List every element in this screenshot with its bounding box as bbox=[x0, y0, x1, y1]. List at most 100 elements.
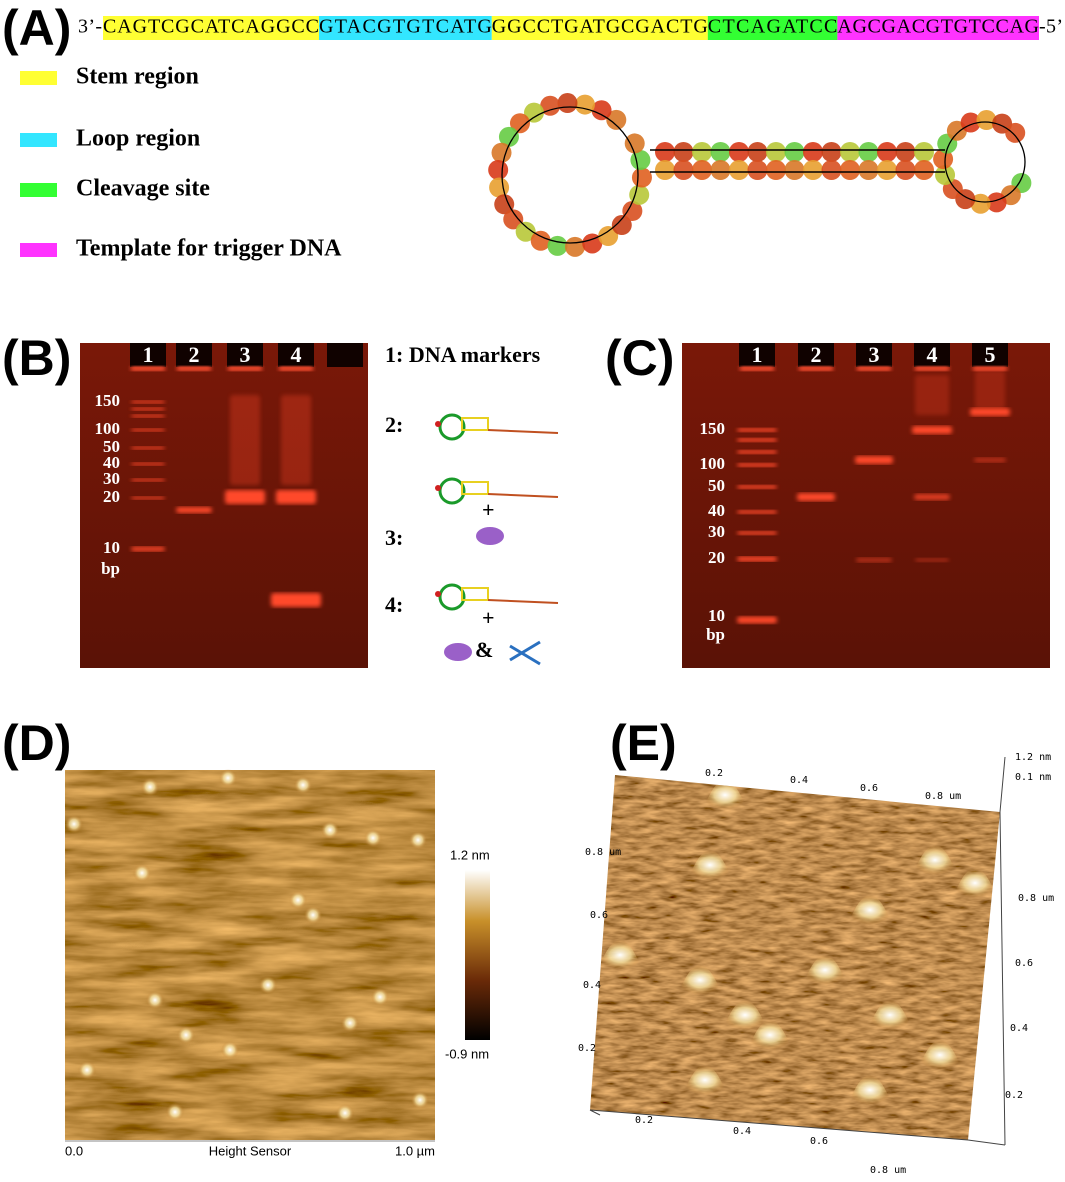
afm-particle bbox=[259, 976, 277, 994]
lane-label: 1 bbox=[752, 342, 763, 367]
gel-band bbox=[737, 450, 777, 454]
nucleotide bbox=[976, 110, 997, 131]
nucleotide bbox=[530, 230, 551, 251]
sequence-highlight bbox=[319, 16, 492, 40]
nucleotide bbox=[986, 192, 1007, 213]
afm-image bbox=[65, 770, 435, 1140]
gel-band bbox=[131, 446, 165, 450]
afm-particle bbox=[221, 1041, 239, 1059]
marker-label: 150 bbox=[95, 391, 121, 410]
hairpin-icon bbox=[461, 417, 489, 431]
gel-band bbox=[915, 375, 949, 415]
nucleotide bbox=[970, 193, 991, 214]
sequence-highlight bbox=[707, 16, 838, 40]
panel-label: (B) bbox=[2, 330, 71, 386]
sequence-segment: CTCAGATCC bbox=[708, 16, 838, 38]
nucleotide bbox=[524, 102, 544, 123]
lane-label: 2 bbox=[811, 342, 822, 367]
gel-band bbox=[131, 462, 165, 466]
nucleotide bbox=[515, 221, 536, 242]
well-band bbox=[799, 366, 833, 371]
axis-label: 0.6 bbox=[590, 910, 608, 921]
afm-particle bbox=[177, 1026, 195, 1044]
colorbar-label: -0.9 nm bbox=[445, 1046, 489, 1061]
sequence-end: -5’ bbox=[1039, 16, 1063, 38]
gel-band bbox=[737, 510, 777, 514]
nucleotide bbox=[858, 160, 879, 180]
hairpin-icon bbox=[461, 587, 489, 601]
axis-label: 0.8 um bbox=[925, 791, 961, 802]
marker-label: 10 bbox=[103, 538, 120, 557]
nucleotide bbox=[557, 93, 578, 114]
axis-box bbox=[589, 756, 1006, 1146]
afm-particle bbox=[219, 769, 237, 787]
nucleotide bbox=[747, 142, 768, 162]
lane-label: 3 bbox=[240, 342, 251, 367]
sequence-segment: AGCGACGTGTCCAG bbox=[837, 16, 1039, 38]
gel-band bbox=[176, 507, 212, 513]
gel-band bbox=[855, 456, 893, 464]
z-label: 0.1 nm bbox=[1015, 772, 1051, 783]
gel-band bbox=[915, 558, 949, 562]
afm-peak bbox=[848, 895, 892, 925]
afm-peak bbox=[913, 845, 957, 875]
nucleotide bbox=[540, 95, 561, 116]
nucleotide bbox=[488, 159, 509, 180]
marker-label: 40 bbox=[708, 501, 725, 520]
afm-particle bbox=[364, 829, 382, 847]
legend-label: Cleavage site bbox=[76, 176, 210, 202]
hairpin-icon bbox=[435, 485, 441, 491]
colorbar-label: 1.2 nm bbox=[450, 847, 490, 862]
nucleotide bbox=[673, 142, 694, 162]
nucleotide bbox=[655, 142, 675, 162]
hairpin-icon bbox=[438, 583, 466, 611]
marker-label: bp bbox=[101, 559, 120, 578]
gel-well bbox=[130, 343, 166, 367]
panel-label: (D) bbox=[2, 715, 71, 771]
marker-label: 20 bbox=[103, 487, 120, 506]
axis-label: 1.0 µm bbox=[395, 1143, 435, 1158]
axis-label: 0.4 bbox=[790, 775, 808, 786]
nucleotide bbox=[574, 94, 595, 115]
afm-surface bbox=[590, 775, 1000, 1140]
well-band bbox=[973, 366, 1007, 371]
nucleotide bbox=[784, 142, 805, 162]
nucleotide bbox=[598, 226, 619, 247]
afm-particle bbox=[78, 1061, 96, 1079]
nucleotide bbox=[582, 233, 603, 254]
nucleotide bbox=[494, 194, 515, 215]
nucleotide bbox=[509, 113, 530, 134]
nucleotide bbox=[710, 160, 731, 180]
axis-label: 0.0 bbox=[65, 1143, 83, 1158]
panel-label: (C) bbox=[605, 330, 674, 386]
axis-title: Height Sensor bbox=[209, 1143, 292, 1158]
gel-band bbox=[230, 395, 260, 485]
nucleotide bbox=[491, 142, 512, 163]
key-label: 1: DNA markers bbox=[385, 342, 541, 367]
hairpin-icon bbox=[461, 481, 489, 495]
marker-label: 20 bbox=[708, 548, 725, 567]
nucleotide bbox=[747, 160, 768, 180]
sequence-segment: CAGTCGCATCAGGCC bbox=[103, 16, 319, 38]
gel-band bbox=[131, 546, 165, 552]
axis-label: 0.8 um bbox=[585, 847, 621, 858]
marker-label: 50 bbox=[103, 437, 120, 456]
sequence-highlight bbox=[837, 16, 1039, 40]
nucleotide bbox=[565, 236, 586, 257]
gel-well bbox=[798, 343, 834, 367]
colorbar bbox=[465, 870, 490, 1040]
afm-particle bbox=[65, 815, 83, 833]
nucleotide bbox=[803, 142, 823, 162]
lane-label: 5 bbox=[985, 342, 996, 367]
axis-label: 0.4 bbox=[583, 980, 601, 991]
nucleotide bbox=[933, 149, 954, 170]
sequence-segment: GTACGTGTCATG bbox=[319, 16, 492, 38]
gel-band bbox=[131, 478, 165, 482]
afm-particle bbox=[166, 1103, 184, 1121]
afm-particle bbox=[409, 831, 427, 849]
gel-band bbox=[271, 593, 321, 607]
gel-well bbox=[327, 343, 363, 367]
afm-particle bbox=[411, 1091, 429, 1109]
hairpin-icon bbox=[487, 493, 559, 498]
nucleotide bbox=[591, 100, 612, 121]
